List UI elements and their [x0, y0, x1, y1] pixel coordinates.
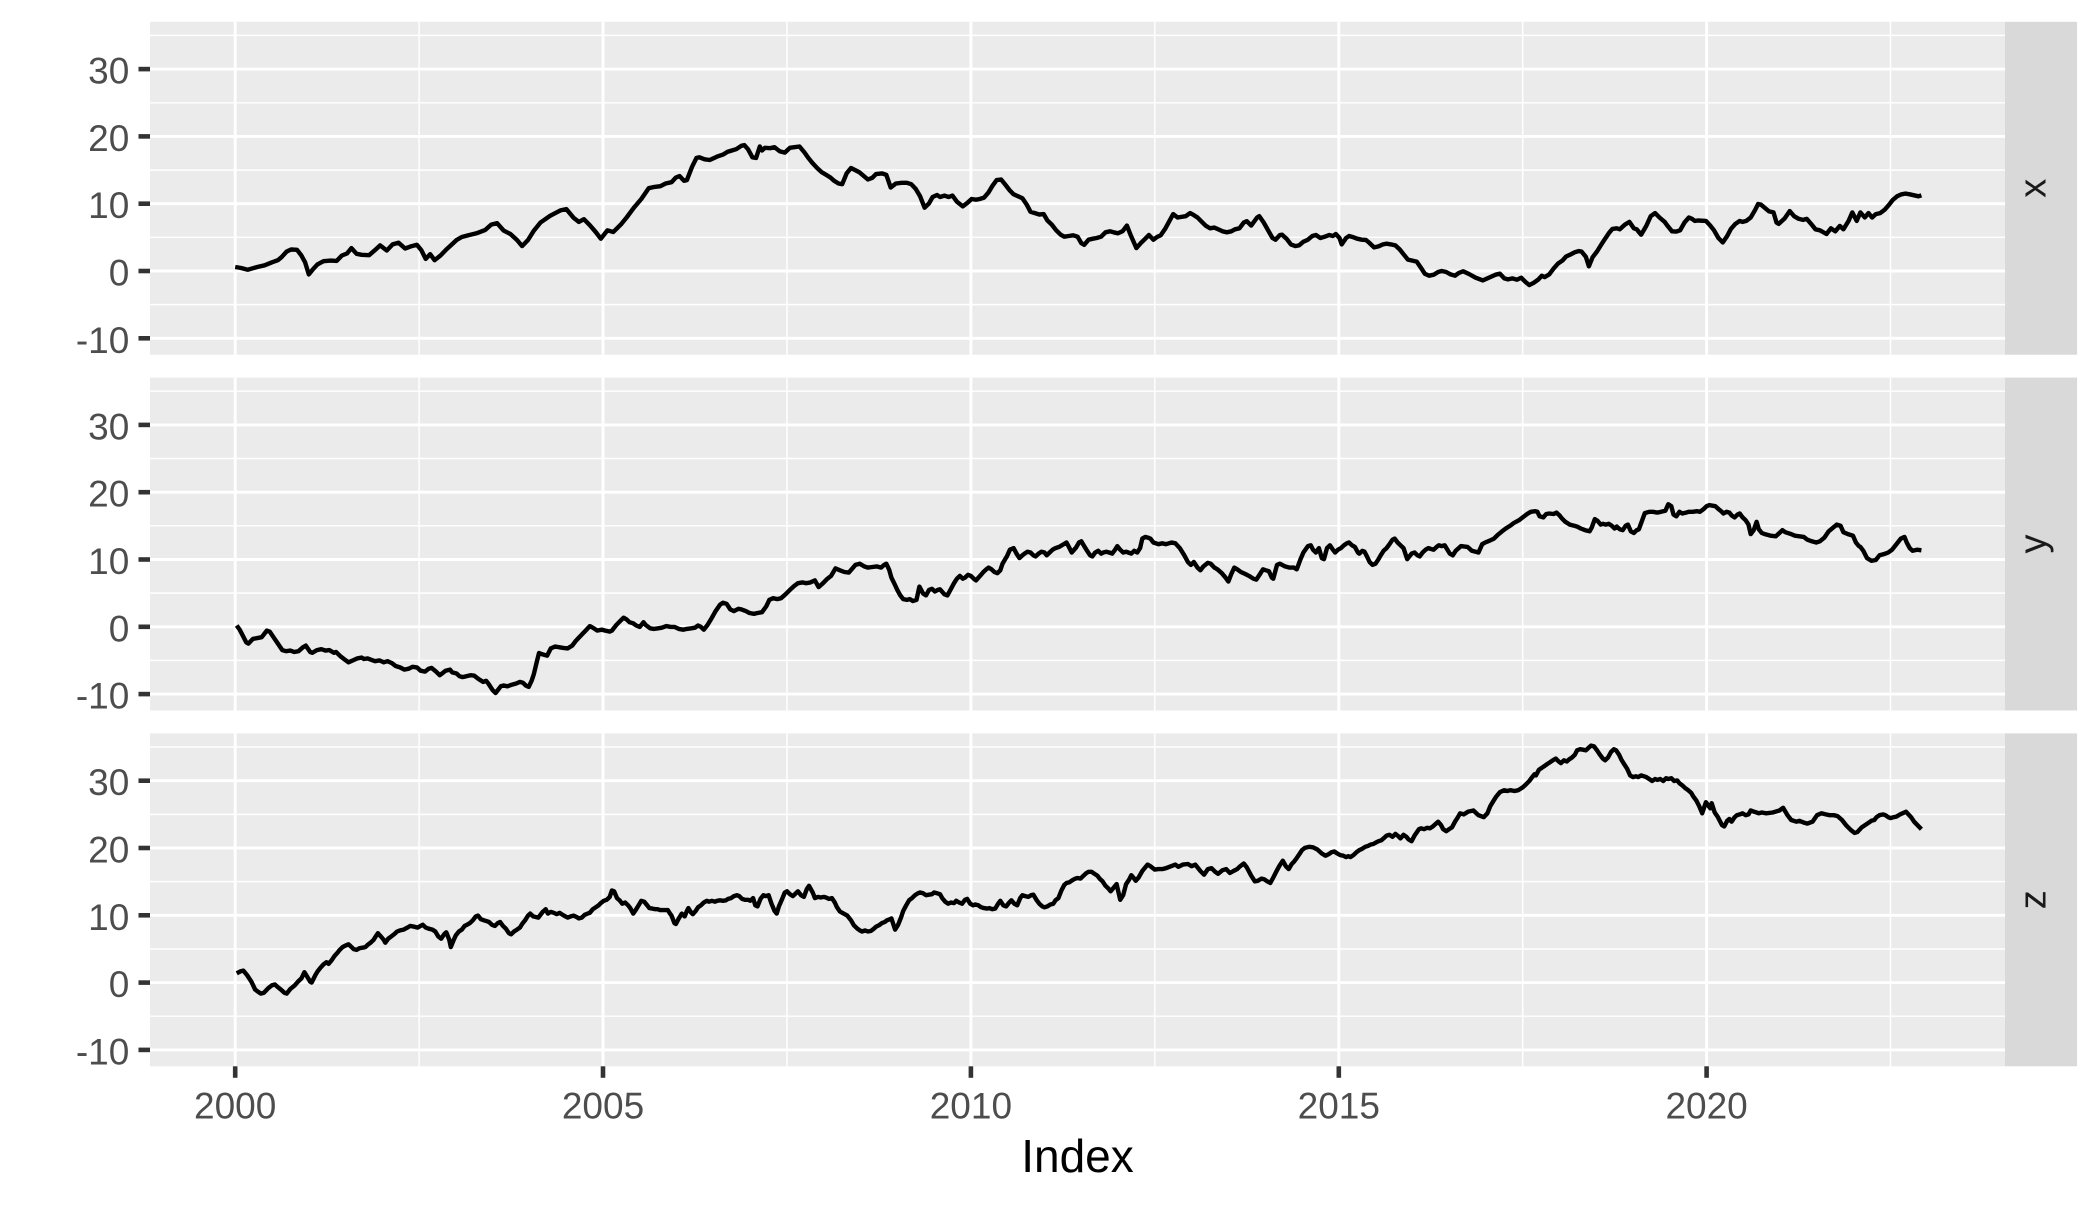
svg-text:y: y: [2013, 535, 2055, 554]
svg-text:2015: 2015: [1298, 1086, 1380, 1127]
svg-text:20: 20: [88, 830, 129, 871]
svg-text:20: 20: [88, 118, 129, 159]
svg-text:0: 0: [109, 608, 130, 649]
svg-text:20: 20: [88, 474, 129, 515]
svg-text:10: 10: [88, 185, 129, 226]
svg-text:30: 30: [88, 406, 129, 447]
svg-text:z: z: [2013, 890, 2055, 909]
svg-text:2005: 2005: [562, 1086, 644, 1127]
svg-text:x: x: [2013, 179, 2055, 198]
svg-text:2000: 2000: [194, 1086, 276, 1127]
svg-text:-10: -10: [76, 1031, 129, 1072]
svg-text:30: 30: [88, 51, 129, 92]
svg-text:2020: 2020: [1665, 1086, 1747, 1127]
svg-text:2010: 2010: [930, 1086, 1012, 1127]
svg-text:-10: -10: [76, 320, 129, 361]
svg-text:0: 0: [109, 253, 130, 294]
svg-text:10: 10: [88, 897, 129, 938]
svg-text:0: 0: [109, 964, 130, 1005]
svg-text:30: 30: [88, 762, 129, 803]
svg-text:Index: Index: [1021, 1130, 1134, 1182]
svg-text:10: 10: [88, 541, 129, 582]
svg-text:-10: -10: [76, 676, 129, 717]
